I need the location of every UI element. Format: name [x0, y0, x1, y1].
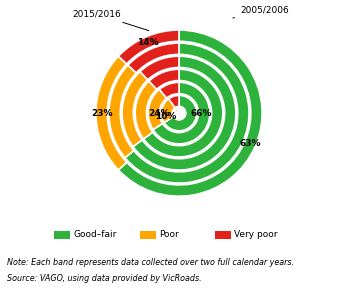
Text: 2015/2016: 2015/2016 — [73, 10, 149, 31]
Text: 2005/2006: 2005/2006 — [233, 6, 289, 18]
Wedge shape — [161, 99, 175, 123]
Wedge shape — [169, 95, 179, 108]
Wedge shape — [144, 69, 223, 157]
Wedge shape — [118, 30, 262, 196]
Wedge shape — [164, 95, 197, 131]
Wedge shape — [148, 89, 166, 130]
Text: Note: Each band represents data collected over two full calendar years.: Note: Each band represents data collecte… — [7, 258, 294, 267]
Wedge shape — [149, 69, 179, 89]
Bar — [140, 231, 156, 239]
Text: 23%: 23% — [91, 108, 112, 118]
Wedge shape — [96, 56, 127, 170]
Text: 63%: 63% — [240, 139, 261, 148]
Text: 14%: 14% — [137, 37, 159, 46]
Wedge shape — [159, 82, 179, 98]
Wedge shape — [153, 82, 210, 144]
Bar — [54, 231, 70, 239]
Text: Very poor: Very poor — [234, 230, 278, 240]
Wedge shape — [135, 81, 157, 139]
Wedge shape — [133, 56, 236, 170]
Wedge shape — [140, 56, 179, 80]
Text: Good–fair: Good–fair — [73, 230, 117, 240]
Wedge shape — [118, 30, 179, 64]
Circle shape — [172, 106, 186, 120]
Wedge shape — [128, 43, 179, 73]
Bar — [215, 231, 231, 239]
Text: 66%: 66% — [191, 108, 212, 118]
Wedge shape — [122, 72, 148, 146]
Text: 10%: 10% — [155, 112, 176, 121]
Wedge shape — [109, 65, 136, 158]
Text: Source: VAGO, using data provided by VicRoads.: Source: VAGO, using data provided by Vic… — [7, 274, 202, 283]
Wedge shape — [125, 43, 249, 183]
Text: 24%: 24% — [149, 108, 170, 118]
Text: Poor: Poor — [159, 230, 179, 240]
